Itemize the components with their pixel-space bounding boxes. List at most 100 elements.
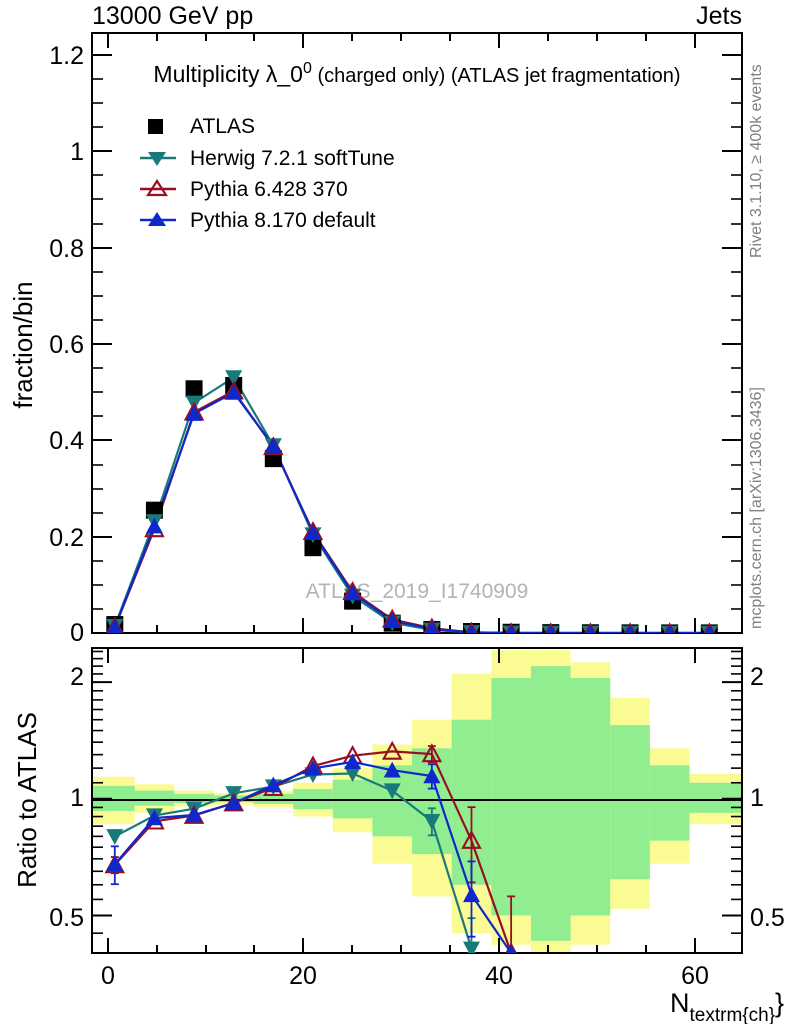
- ratio-marker-3: [462, 886, 480, 903]
- ratio-marker-1: [106, 829, 124, 845]
- main-ytick-0p2: 0.2: [49, 524, 84, 552]
- ratio-marker-3: [185, 806, 203, 823]
- main-marker-3: [344, 584, 362, 601]
- main-marker-3: [424, 620, 439, 633]
- main-yaxis-ticks: 0 0.2 0.4 0.6 0.8 1 1.2: [49, 42, 742, 647]
- ratio-yaxis-label: Ratio to ATLAS: [12, 712, 42, 888]
- main-marker-atlas: [304, 539, 322, 557]
- ratio-marker-2: [421, 743, 443, 763]
- ratio-marker-3: [344, 753, 362, 770]
- band-inner-bin: [530, 666, 571, 941]
- ratio-ytick-right-0p5: 0.5: [750, 904, 785, 932]
- ratio-ytick-right-1: 1: [750, 784, 764, 812]
- legend-label-herwig: Herwig 7.2.1 softTune: [190, 147, 395, 170]
- main-yaxis-label: fraction/bin: [8, 281, 38, 408]
- main-ytick-0p4: 0.4: [49, 427, 84, 455]
- ratio-marker-3: [423, 767, 441, 784]
- plot-title: Multiplicity λ_00 (charged only) (ATLAS …: [153, 60, 680, 87]
- xtick-0: 0: [101, 962, 115, 990]
- main-marker-3: [145, 517, 163, 534]
- main-marker-3: [466, 624, 477, 633]
- main-marker-3: [704, 624, 714, 633]
- side-label-rivet: Rivet 3.1.10, ≥ 400k events: [748, 64, 765, 258]
- ratio-marker-3: [106, 855, 124, 872]
- xaxis-label-close: }: [775, 988, 784, 1018]
- band-inner-bin: [253, 793, 294, 804]
- plot-title-lambda: λ_0: [266, 61, 303, 87]
- ratio-marker-1: [344, 766, 362, 783]
- main-marker-3: [264, 437, 282, 454]
- ratio-marker-3: [145, 809, 163, 826]
- header-right: Jets: [696, 2, 742, 30]
- ratio-ytick-right-2: 2: [750, 663, 764, 691]
- band-inner-bin: [689, 782, 742, 813]
- main-line-1: [113, 375, 710, 633]
- main-ytick-0p6: 0.6: [49, 331, 84, 359]
- ratio-marker-3: [383, 761, 401, 778]
- main-marker-3: [225, 384, 243, 400]
- main-marker-2: [465, 621, 478, 633]
- main-marker-3: [625, 624, 635, 633]
- xaxis-label-base: N: [670, 988, 690, 1018]
- main-marker-2: [505, 622, 517, 633]
- main-panel: fraction/bin: [8, 32, 743, 647]
- plot-title-prefix: Multiplicity: [153, 61, 265, 87]
- ratio-marker-3: [264, 776, 282, 793]
- ratio-line-1: [114, 772, 473, 950]
- main-marker-3: [383, 612, 401, 629]
- legend-entry-pythia6[interactable]: Pythia 6.428 370: [140, 178, 348, 201]
- main-series-layer: [105, 370, 718, 633]
- plot-title-suffix: (charged only) (ATLAS jet fragmentation): [312, 65, 681, 87]
- ratio-marker-3: [506, 944, 516, 953]
- ratio-marker-1: [383, 783, 401, 800]
- legend-label-pythia6: Pythia 6.428 370: [190, 178, 348, 201]
- ratio-ytick-0p5: 0.5: [49, 904, 84, 932]
- legend-entry-herwig[interactable]: Herwig 7.2.1 softTune: [140, 147, 395, 170]
- ratio-marker-2: [381, 740, 403, 760]
- header-left: 13000 GeV pp: [92, 2, 253, 30]
- band-inner-bin: [491, 677, 531, 916]
- side-label-mcplots: mcplots.cern.ch [arXiv:1306.3436]: [748, 387, 765, 629]
- xtick-60: 60: [681, 962, 709, 990]
- xtick-20: 20: [289, 962, 317, 990]
- plot-title-sup: 0: [303, 60, 312, 77]
- legend-entry-atlas[interactable]: ATLAS: [148, 115, 255, 138]
- ratio-series-layer: [104, 740, 517, 953]
- main-xaxis-ticks: [107, 33, 696, 633]
- xaxis-label-sub: textrm{ch}: [690, 1005, 776, 1024]
- ratio-yaxis-ticks: [92, 650, 742, 954]
- legend: ATLAS Herwig 7.2.1 softTune Pythia 6.428…: [140, 115, 395, 232]
- main-ytick-1p2: 1.2: [49, 42, 84, 70]
- main-marker-3: [185, 405, 203, 421]
- main-ytick-0: 0: [70, 619, 84, 647]
- band-inner-bin: [649, 765, 690, 841]
- legend-marker-tri-up-open-icon: [145, 178, 169, 197]
- main-marker-3: [304, 524, 322, 540]
- legend-entry-pythia8[interactable]: Pythia 8.170 default: [140, 209, 376, 232]
- main-marker-3: [546, 624, 556, 633]
- ratio-xaxis-ticks: [107, 648, 696, 953]
- main-marker-atlas: [185, 380, 203, 398]
- ratio-marker-1: [462, 941, 480, 953]
- main-marker-3: [665, 624, 675, 633]
- main-marker-1: [225, 370, 243, 387]
- legend-label-atlas: ATLAS: [190, 115, 255, 138]
- band-inner-bin: [570, 677, 611, 916]
- ratio-marker-3: [225, 794, 243, 811]
- band-inner-bin: [134, 790, 175, 806]
- ratio-panel: Ratio to ATLAS 2 1 0.5 2 1 0.5 0 20 40: [12, 647, 785, 1024]
- ratio-ytick-2: 2: [70, 663, 84, 691]
- legend-marker-tri-down-icon: [148, 152, 166, 166]
- main-line-3: [113, 391, 710, 633]
- main-ytick-0p8: 0.8: [49, 235, 84, 263]
- ratio-ytick-1: 1: [70, 784, 84, 812]
- main-marker-3: [107, 618, 123, 633]
- band-inner-bin: [174, 793, 214, 804]
- main-marker-2: [423, 617, 441, 633]
- main-marker-3: [585, 624, 595, 633]
- band-inner-bin: [610, 725, 650, 880]
- legend-marker-tri-up-icon: [148, 212, 166, 226]
- xtick-40: 40: [485, 962, 513, 990]
